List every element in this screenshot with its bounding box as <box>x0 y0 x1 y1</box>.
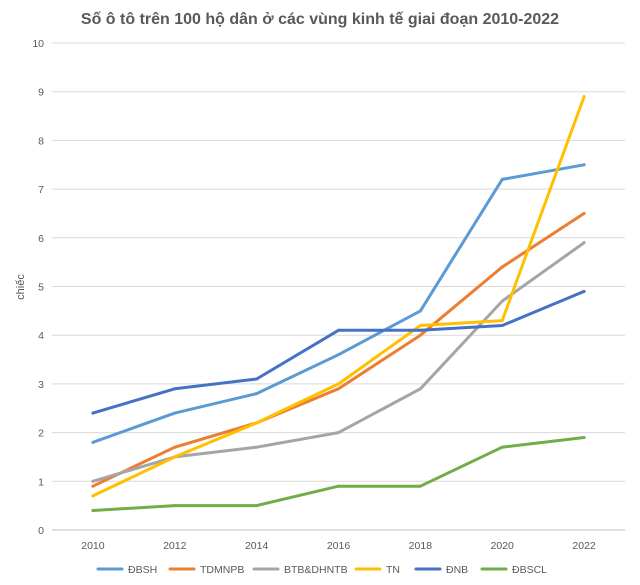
x-tick-label: 2016 <box>327 540 351 552</box>
y-tick-label: 4 <box>38 330 44 342</box>
data-point <box>582 163 586 167</box>
data-point <box>173 455 177 459</box>
y-tick-label: 8 <box>38 135 44 147</box>
data-point <box>91 440 95 444</box>
y-tick-label: 2 <box>38 428 44 440</box>
data-point <box>337 484 340 488</box>
data-point <box>500 323 504 327</box>
data-point <box>255 377 259 381</box>
series-line-TN <box>91 95 586 498</box>
gridlines <box>52 42 625 531</box>
legend-item: ĐBSH <box>96 564 157 576</box>
data-point <box>173 387 177 391</box>
data-point <box>418 328 422 332</box>
y-tick-label: 9 <box>38 87 44 99</box>
legend-item: ĐNB <box>414 564 468 576</box>
data-point <box>582 289 586 293</box>
data-point <box>418 309 422 313</box>
data-point <box>173 445 177 449</box>
data-point <box>255 445 259 449</box>
legend-label: ĐNB <box>446 564 468 576</box>
data-point <box>255 392 259 396</box>
y-tick-label: 3 <box>38 379 44 391</box>
data-point <box>418 333 422 337</box>
data-point <box>91 484 95 488</box>
legend-label: TN <box>386 564 400 576</box>
data-point <box>500 177 504 181</box>
y-tick-label: 1 <box>38 476 44 488</box>
series-line-ĐBSCL <box>91 436 586 512</box>
x-tick-label: 2012 <box>163 540 187 552</box>
data-point <box>337 382 340 386</box>
data-point <box>582 241 586 245</box>
x-tick-label: 2014 <box>245 540 269 552</box>
data-point <box>582 95 586 99</box>
data-point <box>255 504 259 508</box>
data-point <box>582 435 586 439</box>
x-axis-ticks: 2010 2012 2014 2016 2018 2020 2022 <box>81 540 596 552</box>
x-tick-label: 2022 <box>572 540 596 552</box>
data-point <box>337 353 340 357</box>
data-point <box>418 387 422 391</box>
data-point <box>91 411 95 415</box>
data-point <box>337 328 340 332</box>
legend-label: ĐBSCL <box>512 564 547 576</box>
series-line-ĐBSH <box>91 163 586 444</box>
data-point <box>500 265 504 269</box>
legend-label: BTB&DHNTB <box>284 564 348 576</box>
series-line-ĐNB <box>91 289 586 415</box>
data-point <box>500 319 504 323</box>
x-tick-label: 2020 <box>491 540 515 552</box>
data-point <box>500 445 504 449</box>
legend-item: TDMNPB <box>168 564 244 576</box>
data-point <box>255 421 259 425</box>
chart-title: Số ô tô trên 100 hộ dân ở các vùng kinh … <box>81 11 559 28</box>
x-tick-label: 2010 <box>81 540 105 552</box>
legend-item: BTB&DHNTB <box>252 564 348 576</box>
y-tick-label: 10 <box>32 38 44 50</box>
data-point <box>173 504 177 508</box>
data-point <box>91 509 95 513</box>
y-tick-label: 0 <box>38 525 44 537</box>
series-lines <box>91 95 586 513</box>
data-point <box>91 494 95 498</box>
legend-label: ĐBSH <box>128 564 157 576</box>
x-tick-label: 2018 <box>409 540 433 552</box>
data-point <box>337 387 340 391</box>
y-axis-label: chiếc <box>15 274 27 300</box>
data-point <box>91 479 95 483</box>
data-point <box>500 299 504 303</box>
legend-label: TDMNPB <box>200 564 244 576</box>
data-point <box>337 431 340 435</box>
y-tick-label: 5 <box>38 282 44 294</box>
y-tick-label: 6 <box>38 233 44 245</box>
data-point <box>418 484 422 488</box>
data-point <box>173 411 177 415</box>
legend: ĐBSH TDMNPB BTB&DHNTB TN ĐNB ĐBSCL <box>96 564 547 576</box>
y-tick-label: 7 <box>38 184 44 196</box>
y-axis-ticks: 0 1 2 3 4 5 6 7 8 9 10 <box>32 38 44 537</box>
data-point <box>582 211 586 215</box>
data-point <box>418 323 422 327</box>
legend-item: ĐBSCL <box>480 564 547 576</box>
legend-item: TN <box>354 564 400 576</box>
